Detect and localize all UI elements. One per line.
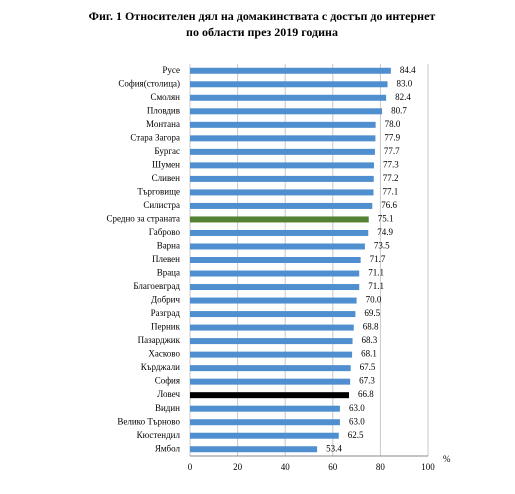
bar	[190, 81, 388, 88]
y-tick-label: Добрич	[151, 295, 181, 305]
y-tick-label: Разград	[151, 308, 181, 318]
y-tick-label: Враца	[157, 268, 180, 278]
bar	[190, 108, 383, 115]
x-tick-label: 40	[281, 462, 291, 472]
value-label: 68.1	[361, 349, 377, 359]
bar	[190, 94, 387, 101]
bar	[190, 338, 353, 345]
y-tick-label: София(столица)	[118, 78, 180, 88]
chart-title: по области през 2019 година	[186, 25, 338, 39]
value-label: 67.3	[359, 376, 375, 386]
y-tick-label: Велико Търново	[117, 416, 180, 426]
value-label: 75.1	[378, 214, 394, 224]
value-label: 77.1	[382, 186, 398, 196]
value-label: 71.1	[368, 281, 384, 291]
value-label: 77.3	[383, 159, 399, 169]
value-label: 76.6	[381, 200, 397, 210]
bar	[190, 243, 365, 250]
bar	[190, 121, 376, 128]
value-label: 71.1	[368, 268, 384, 278]
value-label: 68.8	[363, 322, 379, 332]
x-tick-label: 60	[328, 462, 338, 472]
bar	[190, 257, 361, 263]
y-tick-label: Варна	[157, 241, 180, 251]
y-tick-label: Бургас	[154, 146, 180, 156]
value-label: 82.4	[395, 92, 411, 102]
y-tick-label: Силистра	[143, 200, 180, 210]
bar	[190, 378, 351, 385]
value-label: 71.7	[370, 254, 386, 264]
bar	[190, 405, 340, 412]
y-tick-label: Стара Загора	[130, 132, 180, 142]
bar	[190, 175, 374, 182]
bar	[190, 202, 373, 209]
y-tick-label: Средно за страната	[107, 214, 180, 224]
value-label: 66.8	[358, 389, 374, 399]
bar	[190, 135, 376, 142]
value-label: 67.5	[360, 362, 376, 372]
value-label: 53.4	[326, 443, 342, 453]
value-label: 68.3	[362, 335, 378, 345]
bar	[190, 365, 351, 372]
y-tick-label: Ловеч	[157, 389, 180, 399]
x-tick-label: 20	[233, 462, 243, 472]
bar	[190, 419, 340, 426]
value-label: 74.9	[377, 227, 393, 237]
value-label: 70.0	[366, 295, 382, 305]
bar	[190, 162, 374, 169]
y-tick-label: Ямбол	[155, 443, 181, 453]
bar	[190, 297, 357, 304]
chart-title: Фиг. 1 Относителен дял на домакинствата …	[89, 9, 436, 23]
bar	[190, 229, 369, 236]
value-label: 83.0	[397, 78, 413, 88]
y-tick-label: Хасково	[148, 349, 180, 359]
y-tick-label: Благоевград	[133, 281, 180, 291]
y-tick-label: Перник	[151, 322, 181, 332]
y-tick-label: Пазарджик	[138, 335, 181, 345]
y-tick-label: Плевен	[152, 254, 180, 264]
value-label: 80.7	[391, 105, 407, 115]
value-label: 78.0	[385, 119, 401, 129]
bar	[190, 446, 318, 453]
bar	[190, 148, 375, 155]
value-label: 77.9	[384, 132, 400, 142]
y-tick-label: Смолян	[150, 92, 180, 102]
bar	[190, 432, 339, 439]
y-tick-label: Кюстендил	[137, 430, 181, 440]
x-tick-label: 100	[421, 462, 435, 472]
y-tick-label: Кърджали	[141, 362, 180, 372]
bar	[190, 351, 353, 358]
value-label: 77.2	[383, 173, 399, 183]
bar	[190, 324, 354, 331]
y-tick-label: Русе	[162, 65, 180, 75]
value-label: 69.5	[364, 308, 380, 318]
y-tick-label: София	[155, 376, 180, 386]
value-label: 73.5	[374, 241, 390, 251]
bar	[190, 270, 360, 277]
bar	[190, 284, 360, 291]
x-axis-label: %	[443, 454, 451, 464]
value-label: 63.0	[349, 416, 365, 426]
value-label: 63.0	[349, 403, 365, 413]
y-tick-label: Пловдив	[147, 105, 180, 115]
y-tick-label: Видин	[155, 403, 180, 413]
y-tick-label: Сливен	[152, 173, 181, 183]
bar	[190, 216, 369, 223]
value-label: 77.7	[384, 146, 400, 156]
x-tick-label: 0	[188, 462, 193, 472]
value-label: 84.4	[400, 65, 416, 75]
value-label: 62.5	[348, 430, 364, 440]
y-tick-label: Търговище	[137, 186, 180, 196]
x-tick-label: 80	[376, 462, 386, 472]
bar	[190, 392, 349, 399]
y-tick-label: Габрово	[149, 227, 181, 237]
bar	[190, 189, 374, 196]
y-tick-label: Монтана	[146, 119, 180, 129]
bar	[190, 67, 391, 74]
y-tick-label: Шумен	[152, 159, 180, 169]
bar	[190, 311, 356, 318]
